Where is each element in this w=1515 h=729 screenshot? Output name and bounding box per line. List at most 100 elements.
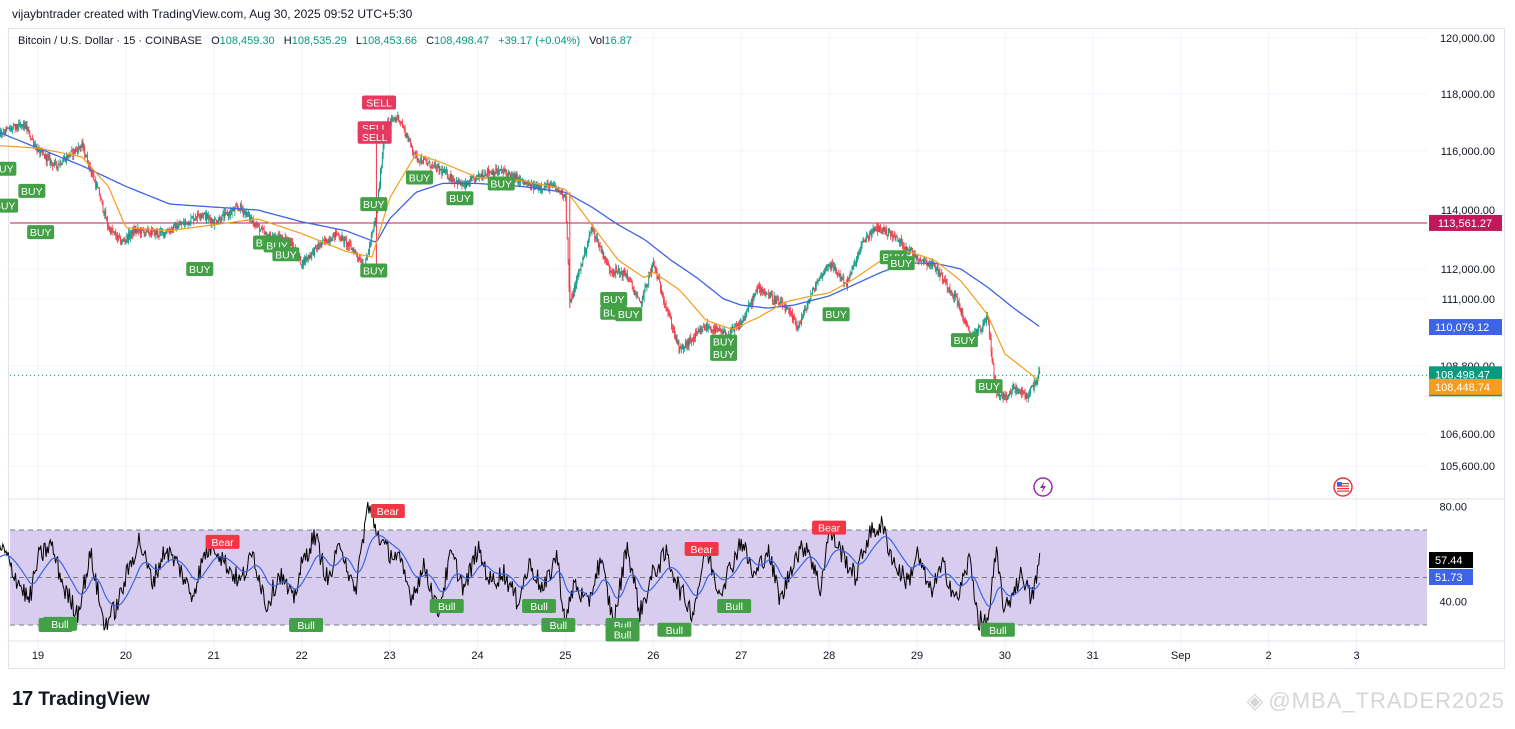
candle-body	[936, 266, 938, 271]
low-label: L	[355, 35, 362, 47]
signal-buy[interactable]: BUY	[0, 198, 19, 213]
rsi-signal-bull[interactable]: Bull	[522, 599, 557, 613]
candle-body	[972, 331, 974, 334]
candle-body	[739, 322, 741, 325]
signal-buy[interactable]: BUY	[887, 256, 915, 271]
rsi-signal-bull[interactable]: Bull	[541, 618, 576, 632]
candle-body	[45, 154, 47, 162]
candle-body	[598, 245, 600, 247]
rsi-signal-bull[interactable]: Bull	[717, 599, 752, 613]
candle-body	[947, 288, 949, 290]
candle-body	[87, 163, 89, 168]
candle-body	[489, 171, 490, 174]
rsi-signal-bull[interactable]: Bull	[657, 622, 692, 637]
symbol-name: Bitcoin / U.S. Dollar · 15 · COINBASE	[18, 35, 202, 47]
ema-slow-line[interactable]	[0, 123, 1040, 327]
candle-body	[398, 114, 400, 122]
candle-body	[927, 263, 929, 266]
time-axis-label: 2	[1266, 650, 1272, 662]
candle-body	[850, 272, 852, 275]
signal-buy[interactable]: BUY	[600, 292, 628, 306]
candle-body	[833, 266, 835, 270]
rsi-value-label[interactable]: 57.44	[1429, 552, 1473, 568]
candle-body	[834, 266, 835, 270]
signal-buy[interactable]: BUY	[360, 263, 388, 278]
tradingview-logo[interactable]: 17 TradingView	[12, 688, 150, 711]
candle-body	[698, 330, 700, 332]
rsi-pane: Bear Bear Bear Bear Bull Bull Bull Bull Bull Bull…	[0, 502, 1427, 642]
candle-body	[755, 289, 757, 294]
rsi-signal-bear-box	[370, 504, 405, 518]
signal-sell[interactable]: SELL	[362, 95, 397, 110]
candle-body	[195, 217, 196, 219]
candle-body	[1020, 390, 1021, 394]
level-price-label[interactable]: 113,561.27	[1429, 214, 1502, 231]
candle-body	[951, 291, 953, 295]
candle-body	[794, 319, 796, 323]
signal-buy[interactable]: BUY	[18, 183, 46, 198]
signal-buy[interactable]: BUY	[487, 176, 515, 191]
rsi-signal-bull[interactable]: Bull	[980, 622, 1015, 637]
candle-body	[902, 245, 904, 248]
price-label[interactable]: 110,079.12	[1429, 319, 1502, 336]
candle-body	[867, 235, 868, 237]
signal-buy[interactable]: BUY	[405, 170, 433, 185]
candle-body	[70, 150, 72, 155]
candle-body	[500, 168, 502, 172]
rsi-signal-bull[interactable]: Bull	[605, 627, 640, 642]
rsi-ma-line[interactable]	[0, 534, 1041, 607]
signal-sell[interactable]: SELL	[357, 129, 392, 144]
candle-body	[635, 293, 637, 296]
rsi-signal-bear[interactable]: Bear	[205, 534, 240, 549]
signal-buy[interactable]: BUY	[822, 307, 850, 322]
candle-body	[1016, 387, 1018, 392]
signal-buy[interactable]: BUY	[950, 333, 978, 348]
candle-body	[851, 268, 853, 275]
rsi-signal-bear[interactable]: Bear	[684, 542, 719, 556]
candle-body	[816, 282, 818, 284]
signal-buy[interactable]: BUY	[615, 307, 643, 322]
time-axis-label: 22	[296, 650, 308, 662]
level-price-label-box	[1429, 214, 1502, 231]
candle-body	[740, 322, 742, 327]
candle-body	[151, 229, 152, 236]
signal-buy[interactable]: BUY	[272, 247, 300, 262]
candle-body	[111, 228, 113, 232]
candle-body	[1001, 394, 1003, 399]
signal-buy[interactable]: BUY	[446, 191, 474, 206]
rsi-value-label[interactable]: 51.73	[1429, 569, 1473, 585]
candle-body	[347, 242, 348, 247]
candle-body	[944, 279, 946, 282]
candle-body	[231, 210, 233, 214]
candle-body	[1028, 395, 1030, 398]
candle-body	[510, 174, 511, 179]
candle-body	[674, 334, 676, 339]
signal-buy[interactable]: BUY	[710, 334, 738, 349]
candle-body	[355, 251, 357, 253]
rsi-signal-bull[interactable]: Bull	[429, 599, 464, 613]
rsi-signal-bull[interactable]: Bull	[289, 618, 324, 632]
candle-body	[566, 221, 568, 239]
price-label[interactable]: 108,448.74	[1429, 378, 1502, 395]
candle-body	[712, 329, 714, 332]
signal-buy[interactable]: BUY	[27, 225, 55, 240]
signal-buy[interactable]: BUY	[186, 262, 214, 276]
candle-body	[110, 228, 112, 234]
rsi-line[interactable]	[0, 502, 1041, 635]
time-axis-label: 3	[1353, 650, 1359, 662]
candle-body	[18, 123, 20, 129]
rsi-signal-bear[interactable]: Bear	[812, 520, 847, 535]
lightning-icon[interactable]	[1033, 477, 1053, 497]
signal-buy[interactable]: BUY	[975, 379, 1003, 394]
rsi-signal-bear[interactable]: Bear	[370, 504, 405, 518]
rsi-signal-bull-box	[289, 618, 324, 632]
candle-body	[638, 297, 640, 299]
signal-buy[interactable]: BUY	[0, 161, 17, 176]
signal-buy[interactable]: BUY	[360, 197, 388, 212]
candle-body	[59, 161, 61, 165]
rsi-signal-bull[interactable]: Bull	[42, 616, 77, 631]
us-flag-icon[interactable]	[1333, 477, 1353, 497]
candle-body	[66, 155, 68, 159]
signal-buy[interactable]: BUY	[710, 346, 738, 361]
